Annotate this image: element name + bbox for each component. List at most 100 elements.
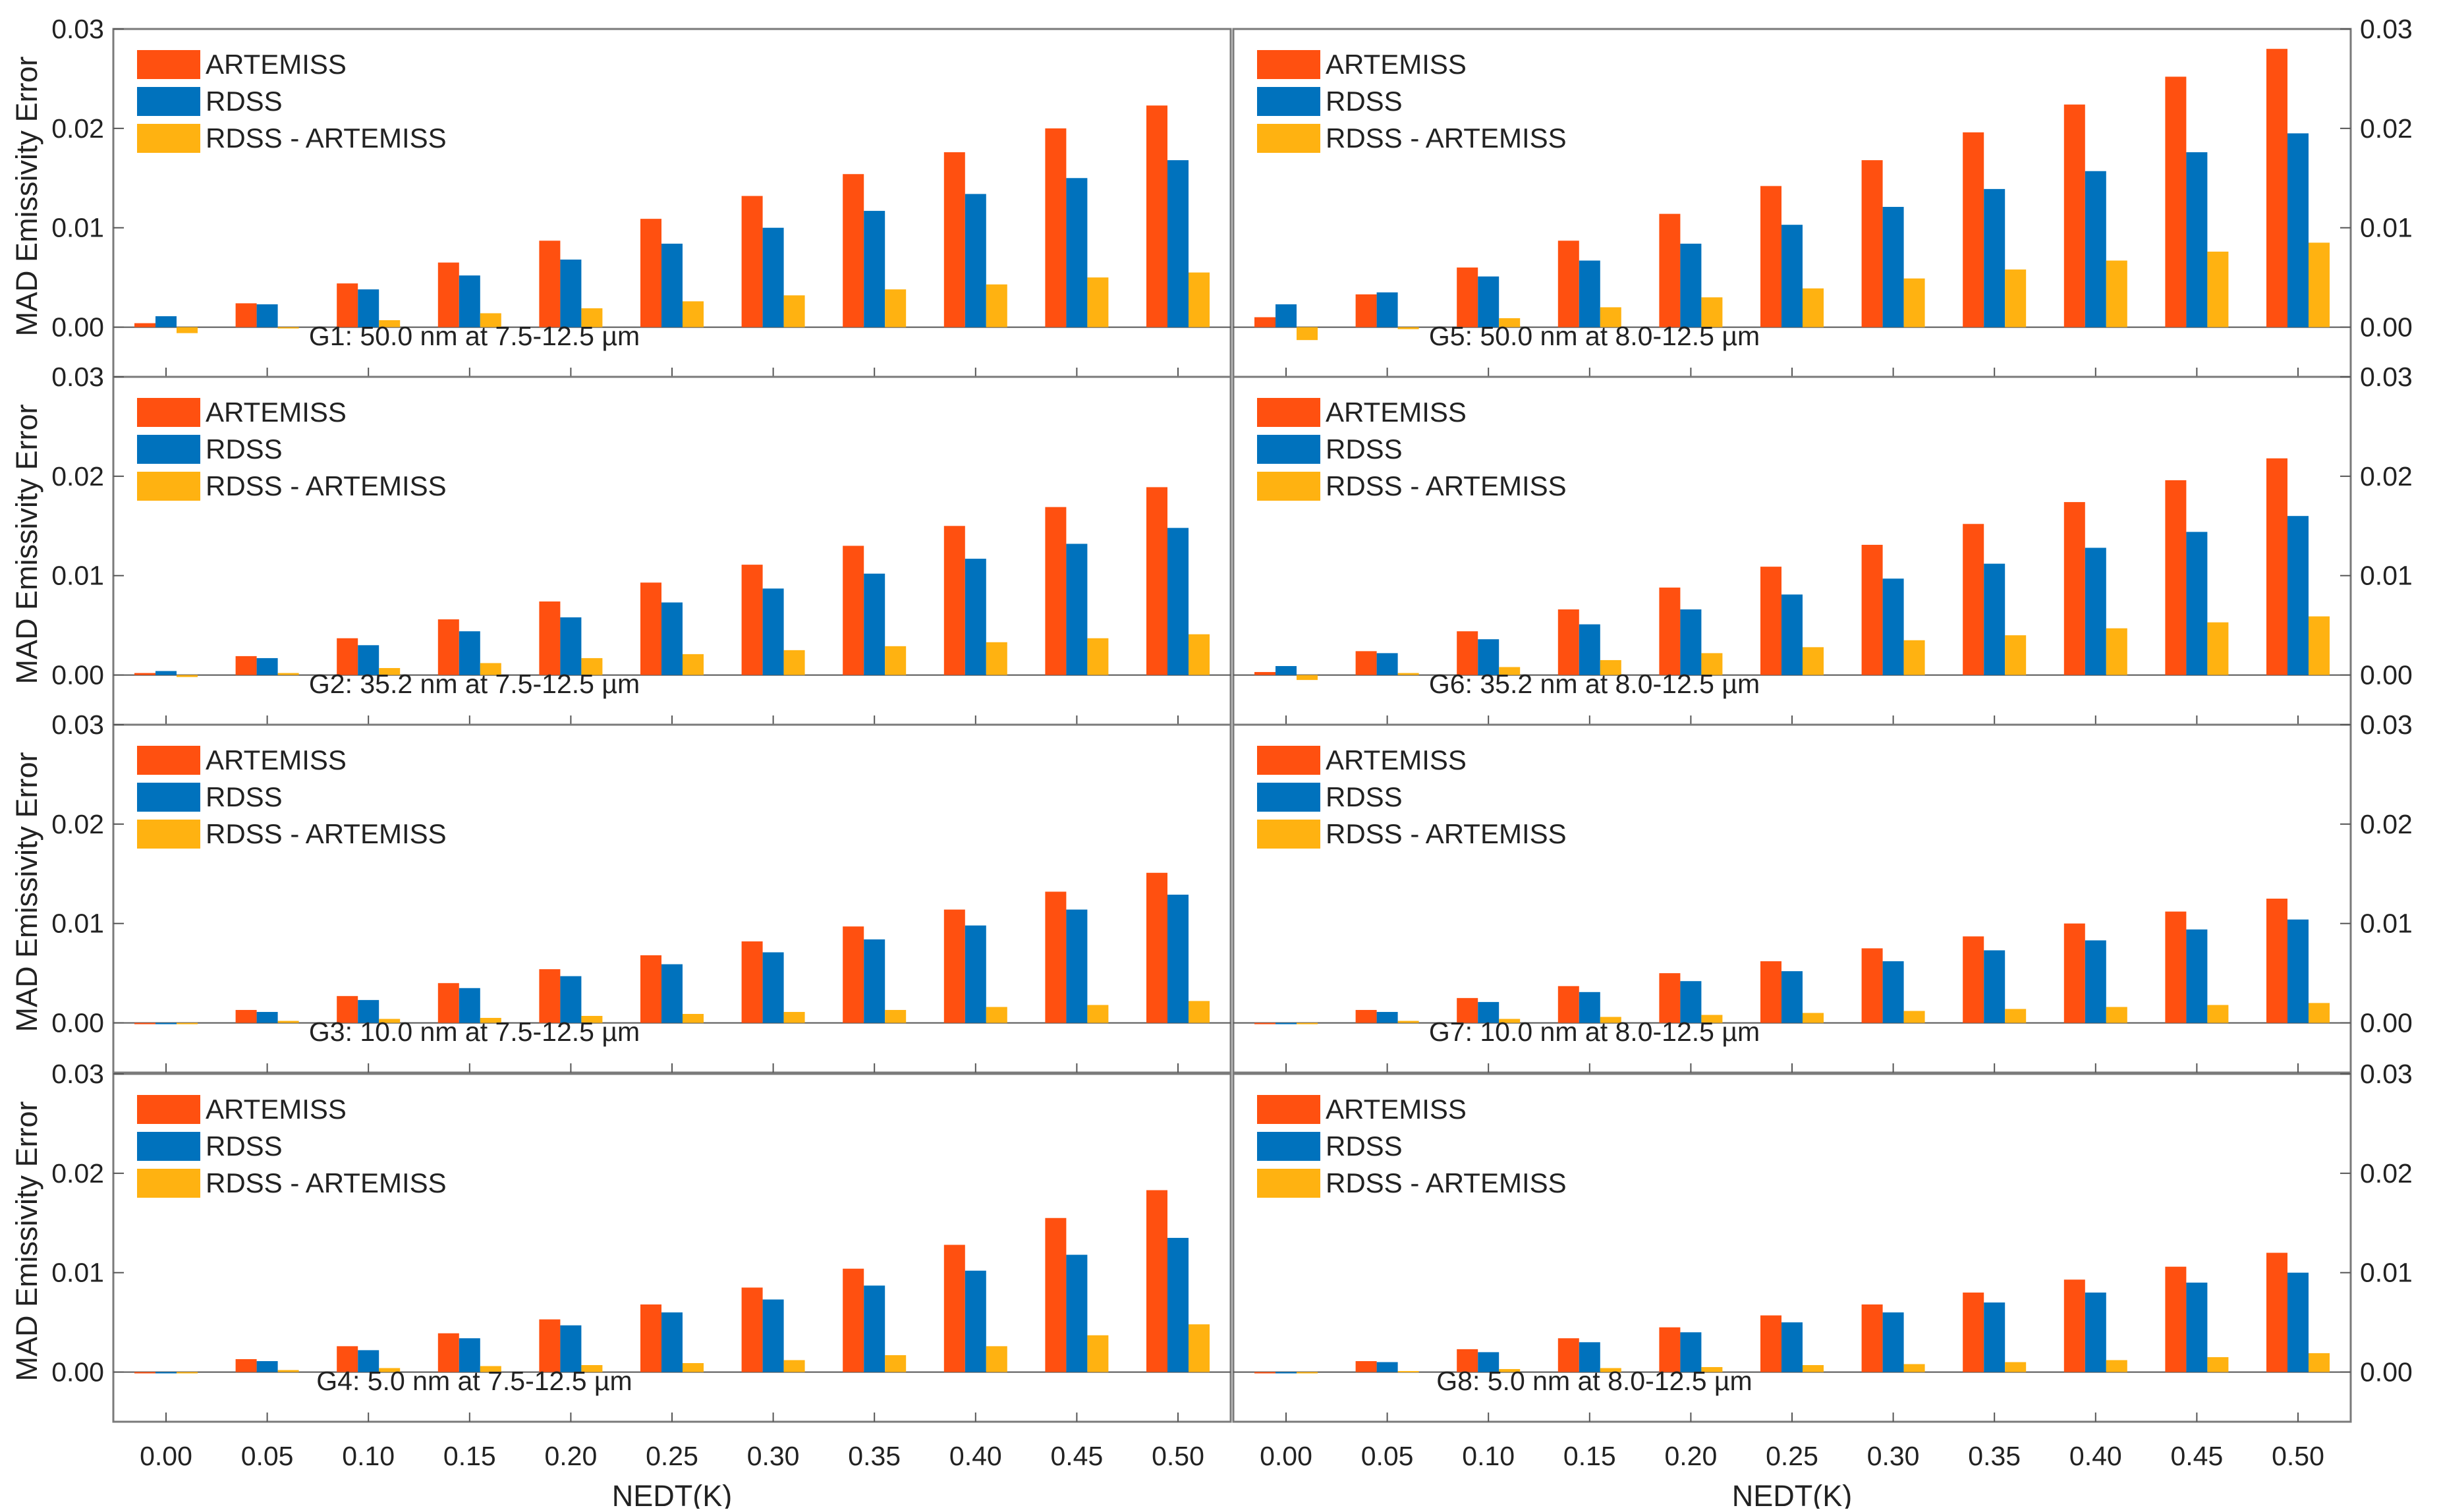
bar-artemiss — [1254, 1022, 1276, 1024]
legend-swatch — [137, 1169, 200, 1198]
bar-rdss-artemiss — [2106, 1360, 2127, 1372]
x-tick-label: 0.00 — [140, 1441, 192, 1471]
bar-rdss-artemiss — [1397, 1021, 1419, 1023]
bar-rdss — [459, 988, 480, 1023]
bar-rdss — [155, 316, 177, 327]
legend-swatch — [1257, 435, 1320, 464]
y-tick-label: 0.02 — [51, 809, 104, 839]
bar-artemiss — [235, 656, 257, 675]
legend-label: RDSS — [1326, 781, 1403, 812]
bar-rdss — [155, 671, 177, 675]
bar-rdss-artemiss — [277, 673, 299, 675]
bar-artemiss — [640, 219, 661, 327]
y-tick-label: 0.00 — [51, 660, 104, 690]
x-tick-label: 0.35 — [848, 1441, 901, 1471]
bar-rdss — [560, 617, 582, 675]
bar-rdss — [2186, 1282, 2208, 1372]
bar-rdss-artemiss — [986, 284, 1007, 327]
bar-rdss — [661, 964, 683, 1023]
bar-rdss-artemiss — [1499, 1369, 1521, 1372]
bar-artemiss — [640, 955, 661, 1023]
bar-rdss — [1781, 1322, 1803, 1372]
x-axis-title: NEDT(K) — [612, 1479, 732, 1509]
legend-label: RDSS - ARTEMISS — [1326, 123, 1567, 154]
y-tick-label: 0.01 — [2360, 213, 2413, 243]
bar-rdss — [1066, 909, 1088, 1023]
bar-rdss — [1376, 653, 1398, 675]
legend-label: RDSS — [206, 434, 283, 464]
y-tick-label: 0.02 — [2360, 113, 2413, 144]
y-tick-label: 0.03 — [51, 1059, 104, 1089]
bar-rdss-artemiss — [1499, 1019, 1521, 1023]
bar-rdss-artemiss — [1189, 272, 1210, 327]
bar-artemiss — [843, 926, 864, 1023]
legend-swatch — [137, 398, 200, 427]
bar-rdss-artemiss — [783, 1360, 805, 1372]
legend-swatch — [137, 1095, 200, 1124]
bar-rdss-artemiss — [986, 1007, 1007, 1023]
bar-rdss — [1167, 1237, 1189, 1372]
bar-rdss — [2085, 940, 2106, 1023]
bar-artemiss — [1659, 587, 1681, 675]
bar-artemiss — [1045, 507, 1067, 675]
bar-artemiss — [640, 582, 661, 675]
bar-rdss — [1167, 160, 1189, 327]
panel-title: G4: 5.0 nm at 7.5-12.5 µm — [316, 1366, 632, 1396]
bar-artemiss — [1254, 672, 1276, 675]
bar-rdss — [1984, 563, 2005, 675]
bar-artemiss — [1760, 186, 1781, 327]
bar-rdss-artemiss — [1297, 1022, 1318, 1024]
bar-rdss — [1882, 578, 1904, 675]
panel-title: G7: 10.0 nm at 8.0-12.5 µm — [1429, 1017, 1760, 1047]
bar-rdss-artemiss — [2207, 622, 2229, 675]
bar-artemiss — [1457, 997, 1478, 1023]
bar-rdss-artemiss — [885, 646, 907, 675]
y-tick-label: 0.00 — [51, 312, 104, 343]
x-tick-label: 0.30 — [747, 1441, 800, 1471]
bar-artemiss — [1355, 651, 1377, 675]
bar-rdss — [1984, 1302, 2005, 1372]
bar-rdss-artemiss — [1087, 1335, 1109, 1372]
bar-rdss-artemiss — [277, 1370, 299, 1372]
bar-rdss — [2085, 1292, 2106, 1372]
y-axis-title: MAD Emissivity Error — [10, 404, 43, 684]
bar-rdss-artemiss — [783, 1011, 805, 1023]
bar-rdss-artemiss — [1600, 1368, 1621, 1372]
panel-6: 0.00 0.01 0.02 0.03 ARTEMISS RDSS RDSS - ARTEM… — [1232, 710, 2413, 1074]
bar-rdss — [762, 588, 784, 675]
bar-artemiss — [1254, 317, 1276, 327]
bar-rdss — [1478, 276, 1500, 327]
legend-label: ARTEMISS — [1326, 1094, 1467, 1125]
bar-rdss — [661, 1312, 683, 1372]
legend-swatch — [1257, 398, 1320, 427]
x-tick-label: 0.20 — [544, 1441, 597, 1471]
bar-artemiss — [843, 1268, 864, 1372]
bar-artemiss — [741, 196, 763, 327]
bar-rdss-artemiss — [480, 663, 501, 675]
bar-artemiss — [2165, 911, 2187, 1023]
bar-artemiss — [2266, 899, 2287, 1023]
bar-rdss-artemiss — [480, 1366, 501, 1372]
bar-artemiss — [2063, 502, 2085, 675]
bar-artemiss — [843, 174, 864, 327]
bar-rdss-artemiss — [683, 301, 704, 327]
legend-swatch — [1257, 1132, 1320, 1161]
bar-artemiss — [1659, 213, 1681, 327]
bar-artemiss — [943, 909, 965, 1023]
bar-rdss-artemiss — [783, 650, 805, 675]
bar-artemiss — [640, 1304, 661, 1372]
bar-artemiss — [1146, 105, 1167, 327]
x-tick-label: 0.05 — [1361, 1441, 1414, 1471]
legend-swatch — [137, 50, 200, 79]
bar-artemiss — [337, 1346, 358, 1372]
bar-rdss-artemiss — [177, 1372, 198, 1374]
bar-artemiss — [437, 1333, 459, 1372]
bar-rdss — [256, 1011, 278, 1023]
bar-rdss-artemiss — [1189, 1001, 1210, 1023]
bar-rdss — [1276, 1022, 1297, 1024]
panel-1: 0.00 0.01 0.02 0.03 ARTEMISS RDSS RDSS - ARTEM… — [10, 14, 1232, 378]
x-tick-label: 0.45 — [2170, 1441, 2223, 1471]
legend-label: ARTEMISS — [1326, 744, 1467, 775]
bar-rdss-artemiss — [277, 1021, 299, 1023]
bar-rdss-artemiss — [1600, 659, 1621, 675]
